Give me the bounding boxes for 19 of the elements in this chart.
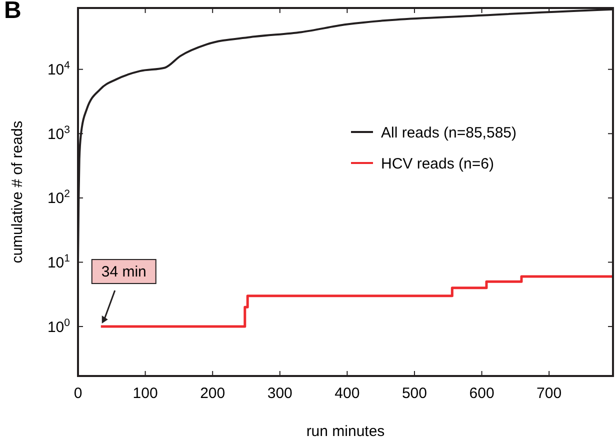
legend-label: HCV reads (n=6): [381, 155, 494, 172]
x-tick-label: 200: [200, 385, 226, 402]
x-tick-label: 0: [74, 385, 82, 402]
x-axis-title: run minutes: [306, 423, 385, 440]
x-tick-label: 700: [536, 385, 562, 402]
x-tick-label: 400: [334, 385, 360, 402]
y-tick-label: 10$^{1}$: [47, 252, 70, 272]
text: B: [4, 0, 22, 24]
x-tick-label: 300: [267, 385, 292, 402]
legend-label: All reads (n=85,585): [381, 124, 517, 142]
y-axis-title: cumulative # of reads: [9, 120, 26, 264]
y-tick-label: 10$^{2}$: [47, 188, 70, 208]
y-tick-label: 10$^{4}$: [47, 60, 70, 79]
x-tick-label: 100: [132, 385, 158, 402]
x-tick-label: 500: [402, 385, 427, 402]
y-tick-label: 10$^{0}$: [47, 316, 70, 336]
x-tick-label: 600: [469, 385, 494, 402]
annotation: 34 min: [101, 264, 146, 281]
y-tick-label: 10$^{3}$: [47, 124, 70, 143]
